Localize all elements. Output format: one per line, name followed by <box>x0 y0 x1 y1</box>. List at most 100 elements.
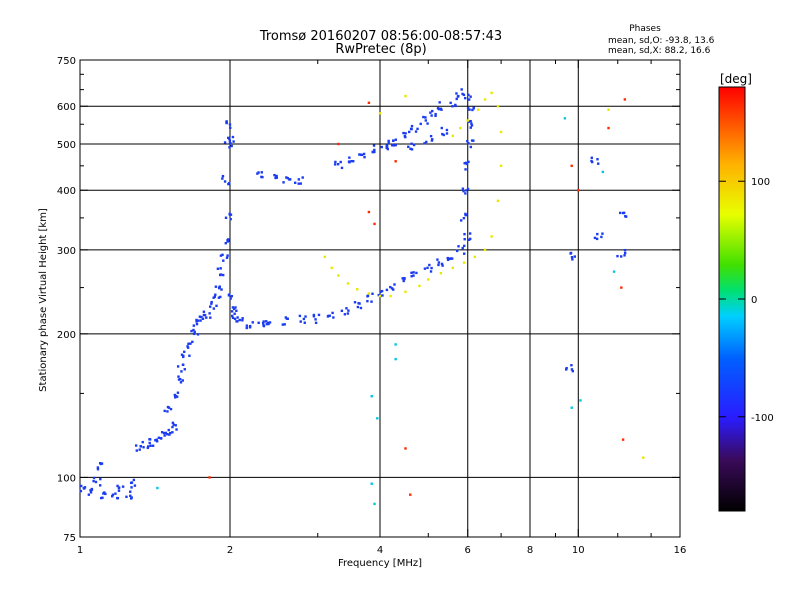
chart-title: Tromsø 20160207 08:56:00-08:57:43 <box>259 29 502 44</box>
data-point <box>607 108 610 111</box>
data-point <box>431 109 434 113</box>
data-point <box>499 164 503 168</box>
data-point <box>437 261 441 264</box>
data-point <box>462 93 466 97</box>
data-point <box>394 343 397 346</box>
data-point <box>208 312 211 315</box>
data-point <box>217 296 221 299</box>
data-point <box>229 126 232 129</box>
data-point <box>148 438 151 441</box>
data-point <box>465 189 468 192</box>
data-point <box>473 255 477 259</box>
data-point <box>221 253 224 256</box>
y-tick-labels: 75 100 200 300 400 500 600 750 <box>57 56 76 544</box>
data-point <box>408 130 411 134</box>
data-point <box>210 302 213 305</box>
data-point <box>98 484 102 487</box>
data-point <box>264 320 268 323</box>
data-point <box>431 138 434 141</box>
data-point <box>181 363 185 367</box>
x-tick-label: 4 <box>377 545 383 556</box>
data-point <box>267 321 270 324</box>
data-point <box>619 255 623 258</box>
data-point <box>345 307 348 310</box>
data-point <box>195 320 198 323</box>
data-point <box>92 476 96 480</box>
grid-lines <box>80 60 680 537</box>
data-point <box>328 314 331 317</box>
data-point <box>439 271 443 275</box>
data-point <box>404 135 407 139</box>
data-point <box>623 248 627 252</box>
data-point <box>231 135 235 139</box>
data-point <box>450 257 454 260</box>
data-point <box>89 491 93 494</box>
data-point <box>186 346 190 349</box>
data-point <box>462 189 465 193</box>
data-point <box>229 213 233 216</box>
data-point <box>219 273 222 276</box>
data-point <box>620 286 623 289</box>
data-point <box>297 182 300 185</box>
data-point <box>362 152 366 156</box>
data-point <box>483 248 487 252</box>
data-points <box>79 88 645 506</box>
data-point <box>462 216 466 220</box>
data-point <box>426 122 429 125</box>
data-point <box>451 266 455 270</box>
data-point <box>192 324 196 327</box>
data-point <box>380 145 384 149</box>
data-point <box>563 117 567 120</box>
data-point <box>445 132 449 135</box>
data-point <box>601 232 604 235</box>
colorbar-label: [deg] <box>720 72 752 86</box>
axis-ticks <box>79 59 681 538</box>
data-point <box>257 321 260 324</box>
colorbar-tick-label: 0 <box>751 295 757 306</box>
data-point <box>142 446 145 449</box>
x-tick-label: 2 <box>227 545 233 556</box>
phases-line-x: mean, sd,X: 88.2, 16.6 <box>608 46 711 56</box>
data-point <box>381 294 384 297</box>
data-point <box>469 237 472 241</box>
y-tick-label: 100 <box>57 473 76 484</box>
data-point <box>372 144 376 147</box>
data-point <box>226 254 229 257</box>
data-point <box>175 428 178 431</box>
x-tick-labels: 1 2 4 6 8 10 16 <box>77 545 687 556</box>
data-point <box>459 126 462 130</box>
data-point <box>424 116 427 119</box>
data-point <box>248 324 252 328</box>
chart-subtitle: RwPretec (8p) <box>335 42 426 57</box>
data-point <box>169 407 173 411</box>
data-point <box>288 178 291 181</box>
data-point <box>312 315 316 318</box>
x-tick-label: 6 <box>465 545 471 556</box>
data-point <box>370 482 373 485</box>
data-point <box>337 274 340 277</box>
data-point <box>223 180 227 183</box>
data-point <box>440 262 444 266</box>
data-point <box>227 294 231 297</box>
data-point <box>454 103 457 107</box>
data-point <box>225 121 228 125</box>
data-point <box>157 436 161 439</box>
data-point <box>212 296 215 299</box>
data-point <box>260 171 263 174</box>
data-point <box>463 232 466 236</box>
data-point <box>596 158 599 161</box>
data-point <box>256 172 259 175</box>
data-point <box>241 317 244 320</box>
data-point <box>171 421 175 425</box>
y-tick-label: 500 <box>57 140 76 151</box>
data-point <box>445 128 449 132</box>
data-point <box>275 174 278 178</box>
data-point <box>99 477 102 481</box>
data-point <box>304 315 307 318</box>
data-point <box>167 428 170 432</box>
data-point <box>430 114 433 117</box>
data-point <box>141 440 144 444</box>
y-tick-label: 300 <box>57 246 76 257</box>
data-point <box>228 212 231 216</box>
data-point <box>414 130 418 133</box>
